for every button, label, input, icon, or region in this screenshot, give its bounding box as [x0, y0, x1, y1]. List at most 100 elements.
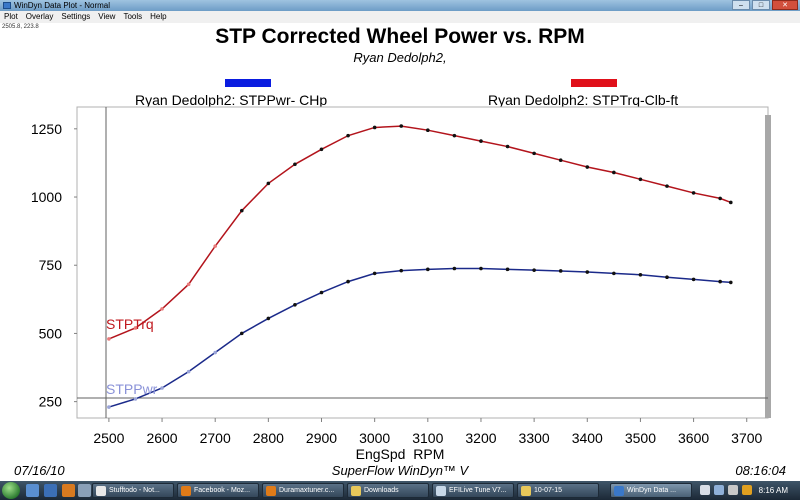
legend-swatch-power — [225, 79, 271, 87]
maximize-button[interactable]: □ — [752, 0, 770, 10]
menu-help[interactable]: Help — [150, 12, 167, 21]
window-title-bar[interactable]: WinDyn Data Plot - Normal – □ ✕ — [0, 0, 800, 11]
chart-subtitle: Ryan Dedolph2, — [353, 50, 447, 65]
taskbar-app-icon — [266, 486, 276, 496]
menu-overlay[interactable]: Overlay — [25, 12, 54, 21]
torque-point — [186, 282, 191, 287]
app-icon — [3, 2, 11, 9]
power-point — [585, 270, 590, 274]
power-point — [728, 280, 733, 285]
legend-label-torque: Ryan Dedolph2: STPTrq-Clb-ft — [488, 92, 679, 108]
y-tick-label: 1000 — [31, 189, 62, 205]
power-series-label: STPPwr — [106, 381, 158, 397]
show-desktop-icon[interactable] — [26, 484, 39, 497]
x-axis-label: EngSpd RPM — [356, 446, 445, 462]
x-tick-label: 2600 — [146, 430, 177, 446]
taskbar-app-icon — [614, 486, 624, 496]
menu-settings[interactable]: Settings — [61, 12, 91, 21]
y-tick-label: 250 — [39, 394, 63, 410]
torque-point — [665, 184, 669, 188]
power-point — [691, 277, 696, 282]
ie-icon[interactable] — [44, 484, 57, 497]
close-button[interactable]: ✕ — [772, 0, 798, 10]
torque-point — [479, 139, 483, 143]
tray-network-icon[interactable] — [700, 485, 710, 495]
y-tick-label: 750 — [39, 257, 63, 273]
taskbar-button-label: 10-07-15 — [534, 487, 563, 494]
menu-tools[interactable]: Tools — [123, 12, 143, 21]
taskbar-button[interactable]: EFILive Tune V7... — [432, 483, 514, 498]
power-point — [293, 302, 297, 307]
menu-view[interactable]: View — [98, 12, 116, 21]
x-tick-label: 3600 — [678, 430, 709, 446]
x-tick-label: 2700 — [200, 430, 231, 446]
power-point — [213, 350, 217, 355]
cursor-readout: 2505.8, 223.8 — [2, 24, 39, 30]
torque-point — [718, 196, 722, 201]
taskbar-button-label: Duramaxtuner.c... — [279, 487, 335, 494]
taskbar-button[interactable]: Stufftodo - Not... — [92, 483, 174, 498]
power-point — [479, 266, 483, 271]
torque-point — [452, 133, 457, 138]
footer-software: SuperFlow WinDyn™ V — [331, 463, 469, 478]
torque-point — [558, 158, 563, 162]
power-point — [505, 267, 510, 272]
taskbar-button[interactable]: Facebook - Moz... — [177, 483, 259, 498]
quicklaunch-more-icon[interactable] — [78, 484, 91, 497]
power-point — [346, 279, 350, 284]
power-point — [558, 269, 563, 273]
taskbar-app-icon — [96, 486, 106, 496]
footer-date: 07/16/10 — [14, 463, 65, 478]
y-tick-label: 1250 — [31, 121, 62, 137]
torque-point — [426, 128, 430, 132]
x-tick-label: 2500 — [93, 430, 124, 446]
legend-swatch-torque — [571, 79, 617, 87]
taskbar-button-label: Stufftodo - Not... — [109, 487, 160, 494]
start-button[interactable] — [2, 482, 20, 499]
firefox-icon[interactable] — [62, 484, 75, 497]
taskbar-button[interactable]: 10-07-15 — [517, 483, 599, 498]
x-tick-label: 3200 — [465, 430, 496, 446]
tray-volume-icon[interactable] — [714, 485, 724, 495]
tray-app-icon[interactable] — [728, 485, 738, 495]
legend-label-power: Ryan Dedolph2: STPPwr- CHp — [135, 92, 328, 108]
power-point — [160, 386, 164, 390]
plot-shadow — [765, 115, 771, 418]
taskbar-button-label: WinDyn Data ... — [627, 487, 677, 494]
tray-alert-icon[interactable] — [742, 485, 752, 495]
minimize-button[interactable]: – — [732, 0, 750, 10]
window-controls: – □ ✕ — [732, 0, 798, 11]
taskbar-clock[interactable]: 8:16 AM — [758, 486, 788, 495]
torque-series-label: STPTrq — [106, 316, 154, 332]
taskbar-button[interactable]: Downloads — [347, 483, 429, 498]
power-point — [426, 267, 430, 272]
taskbar-button[interactable]: Duramaxtuner.c... — [262, 483, 344, 498]
taskbar-button[interactable]: WinDyn Data ... — [610, 483, 692, 498]
plot-area — [76, 106, 769, 419]
menu-plot[interactable]: Plot — [4, 12, 18, 21]
x-tick-label: 3700 — [731, 430, 762, 446]
torque-point — [239, 208, 244, 213]
taskbar-app-icon — [351, 486, 361, 496]
torque-point — [160, 307, 164, 311]
torque-point — [399, 124, 404, 128]
taskbar-app-icon — [181, 486, 191, 496]
taskbar-button-label: Facebook - Moz... — [194, 487, 251, 494]
x-tick-label: 3300 — [519, 430, 550, 446]
torque-point — [505, 144, 510, 149]
footer-time: 08:16:04 — [735, 463, 786, 478]
torque-point — [612, 170, 616, 175]
power-point — [186, 369, 191, 374]
torque-point — [346, 133, 350, 138]
torque-point — [266, 181, 271, 186]
power-point — [612, 271, 616, 276]
taskbar: Stufftodo - Not... Facebook - Moz... Duram… — [0, 481, 800, 500]
power-point — [319, 290, 324, 295]
torque-point — [585, 165, 590, 169]
taskbar-button-label: EFILive Tune V7... — [449, 487, 507, 494]
x-tick-label: 2900 — [306, 430, 337, 446]
torque-point — [638, 177, 643, 182]
torque-point — [293, 162, 297, 167]
power-point — [665, 275, 669, 280]
